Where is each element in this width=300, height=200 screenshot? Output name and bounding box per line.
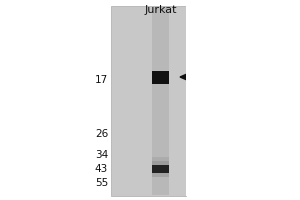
- Text: 26: 26: [95, 129, 108, 139]
- Bar: [186, 6, 300, 196]
- Bar: [152, 71, 169, 84]
- Bar: [152, 7, 169, 195]
- Polygon shape: [180, 73, 190, 81]
- Text: Jurkat: Jurkat: [144, 5, 177, 15]
- Text: 17: 17: [95, 75, 108, 85]
- Bar: [152, 161, 169, 177]
- Bar: [111, 6, 186, 196]
- Text: 43: 43: [95, 164, 108, 174]
- Text: 55: 55: [95, 178, 108, 188]
- Text: 34: 34: [95, 150, 108, 160]
- Bar: [152, 157, 169, 165]
- Bar: [0, 0, 96, 200]
- Bar: [152, 165, 169, 173]
